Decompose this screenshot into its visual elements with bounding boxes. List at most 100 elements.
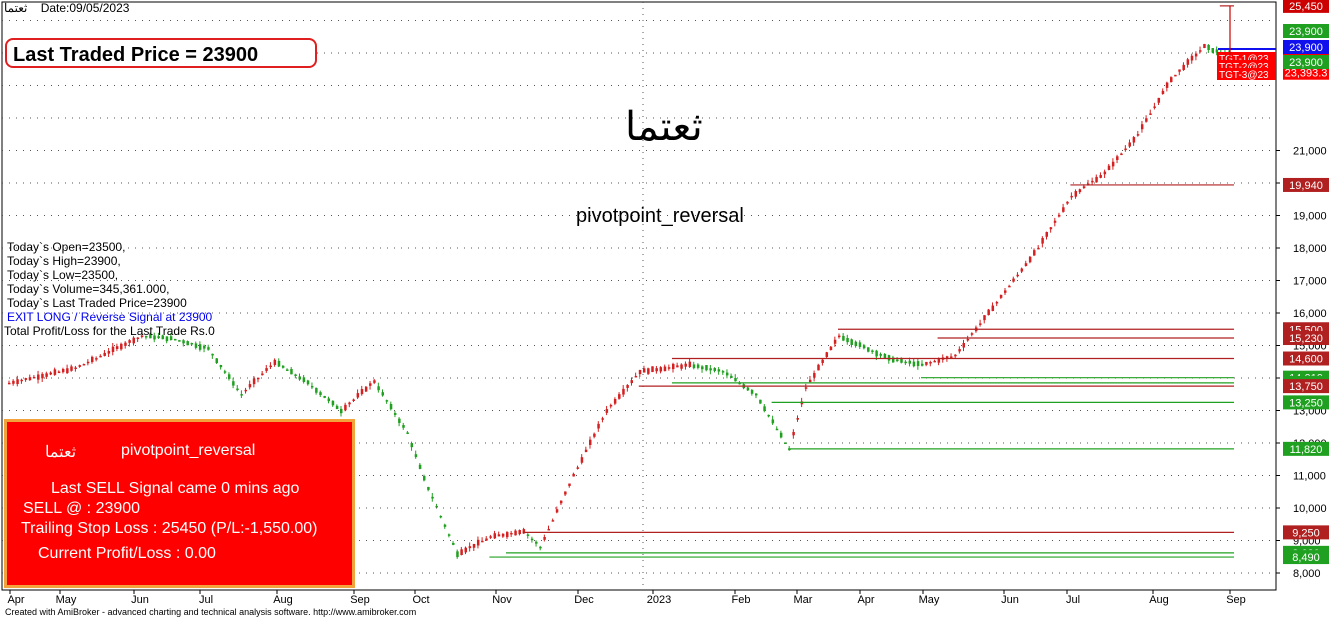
price-bar <box>281 365 285 368</box>
price-bar <box>622 388 625 395</box>
price-tag-label: 23,900 <box>1289 42 1323 54</box>
price-bar <box>1033 250 1036 256</box>
price-tag <box>1283 0 1329 13</box>
y-tick-label: 8,000 <box>1293 568 1321 580</box>
price-bar <box>61 369 65 373</box>
price-bar <box>128 340 131 343</box>
price-bar <box>896 359 899 362</box>
price-bar <box>555 509 559 513</box>
price-bar <box>510 532 513 535</box>
price-bar <box>825 352 829 358</box>
price-bar <box>730 375 733 378</box>
price-bar <box>854 341 858 347</box>
price-bar <box>1178 69 1181 72</box>
price-bar <box>1165 82 1169 88</box>
price-bar <box>659 367 663 372</box>
price-bar <box>883 353 887 359</box>
price-bar <box>310 385 314 388</box>
price-tag <box>1283 395 1329 410</box>
price-bar <box>862 345 866 349</box>
price-bar <box>460 549 463 556</box>
price-bar <box>1074 191 1078 197</box>
signal-line: EXIT LONG / Reverse Signal at 23900 <box>7 310 213 324</box>
price-tag <box>1283 550 1329 565</box>
price-bar <box>472 543 476 548</box>
price-bar <box>821 359 824 363</box>
price-bar <box>12 380 15 384</box>
price-bar <box>290 369 293 375</box>
price-bar <box>103 352 106 356</box>
price-bar <box>223 371 227 373</box>
price-bar <box>186 341 189 346</box>
price-bar <box>269 365 272 368</box>
price-bar <box>721 371 725 373</box>
price-bar <box>456 551 459 558</box>
price-bar <box>580 457 584 463</box>
price-bar <box>775 428 779 431</box>
price-bar <box>265 368 268 371</box>
price-bar <box>1024 263 1028 266</box>
price-bar <box>298 376 301 380</box>
price-bar <box>1057 214 1061 217</box>
price-bar <box>1103 171 1107 175</box>
price-bar <box>995 302 999 304</box>
price-bar <box>468 546 472 549</box>
price-bar <box>725 372 729 376</box>
price-bar <box>945 356 949 359</box>
price-bar <box>1004 290 1007 293</box>
price-bar <box>1145 118 1148 122</box>
price-bar <box>427 486 430 490</box>
price-bar <box>464 547 467 553</box>
price-bar <box>1182 64 1185 71</box>
price-bar <box>236 388 239 391</box>
x-tick-label: Mar <box>794 594 813 606</box>
price-bar <box>1157 97 1161 103</box>
price-bar <box>41 373 44 379</box>
price-bar <box>688 361 692 368</box>
price-bar <box>746 387 750 391</box>
price-bar <box>900 357 903 363</box>
panel-trailing-stop: Trailing Stop Loss : 25450 (P/L:-1,550.0… <box>21 520 318 537</box>
price-tag <box>1283 525 1329 540</box>
price-bar <box>356 393 360 398</box>
price-bar <box>1174 74 1177 77</box>
price-tag-label: 14,600 <box>1289 354 1323 366</box>
price-bar <box>136 337 140 340</box>
price-bar <box>1016 274 1019 277</box>
price-bar <box>576 467 580 469</box>
stat-ltp: Today`s Last Traded Price=23900 <box>7 296 187 310</box>
price-bar <box>240 394 243 396</box>
price-bar <box>530 538 534 541</box>
price-bar <box>153 335 156 340</box>
price-bar <box>476 539 480 546</box>
price-bar <box>717 369 721 372</box>
price-bar <box>705 365 708 371</box>
price-bar <box>402 425 405 428</box>
price-tag-label: 23,393.3 <box>1285 68 1328 80</box>
price-bar <box>369 383 372 386</box>
price-bar <box>277 360 281 367</box>
price-bar <box>198 344 202 350</box>
price-tag-label: 11,820 <box>1290 444 1323 456</box>
price-bar <box>937 358 941 363</box>
target-label: TGT-3@23 <box>1219 70 1269 81</box>
price-bar <box>842 335 845 341</box>
price-bar <box>398 418 401 423</box>
price-bar <box>86 361 90 364</box>
panel-symbol: ثعتما <box>45 444 77 461</box>
price-bar <box>99 355 102 358</box>
price-bar <box>1111 161 1115 167</box>
price-bar <box>439 515 443 518</box>
last-traded-price-banner: Last Traded Price = 23900 <box>5 38 317 68</box>
price-bar <box>66 368 69 374</box>
price-bar <box>663 366 667 372</box>
price-bar <box>485 538 488 541</box>
price-bar <box>331 400 335 406</box>
price-bar <box>655 368 658 372</box>
price-bar <box>381 392 384 396</box>
price-bar <box>91 356 94 363</box>
price-bar <box>925 361 928 365</box>
price-bar <box>958 349 961 352</box>
price-bar <box>904 361 907 364</box>
panel-strategy: pivotpoint_reversal <box>121 442 256 459</box>
